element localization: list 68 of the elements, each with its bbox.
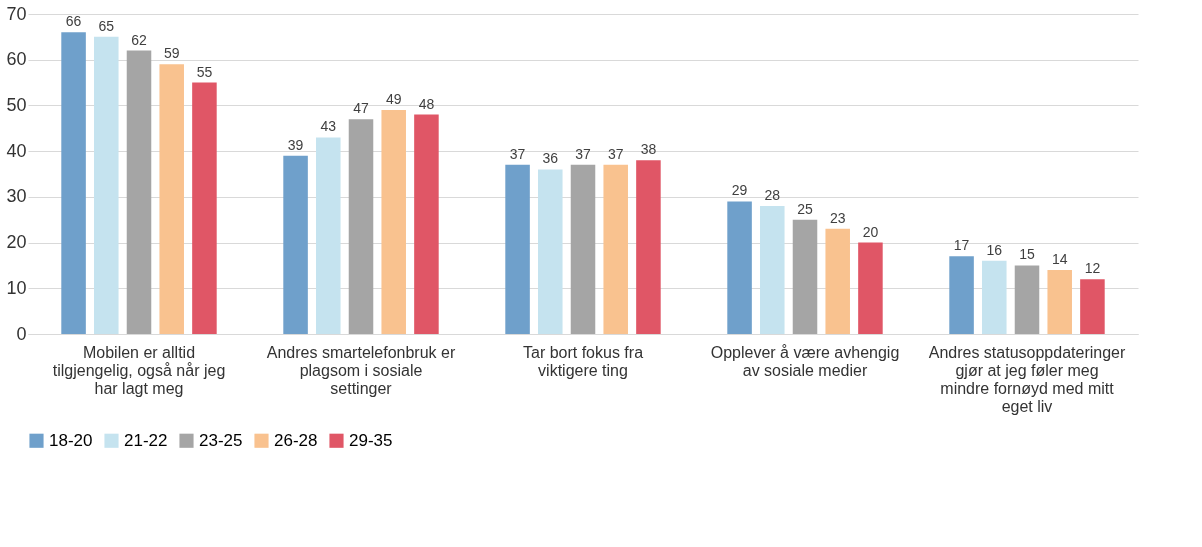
legend-label: 29-35 bbox=[349, 430, 393, 450]
y-tick-label: 70 bbox=[6, 3, 27, 24]
data-label: 47 bbox=[353, 100, 369, 117]
x-tick-label: Andres smartelefonbruk er plagsom i sosiale settinger bbox=[266, 343, 456, 397]
data-label: 62 bbox=[131, 31, 147, 48]
bar bbox=[381, 110, 406, 334]
data-label: 17 bbox=[953, 237, 970, 254]
bar bbox=[982, 260, 1007, 334]
data-label: 15 bbox=[1019, 246, 1035, 263]
y-tick-label: 20 bbox=[6, 232, 27, 253]
bar bbox=[414, 114, 439, 334]
data-label: 39 bbox=[287, 136, 304, 153]
data-label: 59 bbox=[163, 45, 180, 62]
bar bbox=[283, 155, 308, 334]
data-label: 20 bbox=[862, 223, 879, 240]
data-label: 65 bbox=[98, 17, 115, 34]
y-tick-label: 40 bbox=[6, 140, 27, 161]
y-tick-label: 0 bbox=[16, 323, 27, 344]
bar bbox=[538, 169, 563, 334]
x-tick-label: Mobilen er alltid tilgjengelig, også når jeg har lagt meg bbox=[52, 343, 226, 397]
data-label: 12 bbox=[1084, 260, 1101, 277]
x-tick-label: Andres statusoppdateringer gjør at jeg føler meg mindre fornøyd med mitt eget liv bbox=[928, 343, 1126, 415]
x-tick-label: Opplever å være avhengig av sosiale medier bbox=[710, 343, 900, 379]
y-tick-label: 60 bbox=[6, 49, 27, 70]
x-tick-label: Tar bort fokus fra viktigere ting bbox=[522, 343, 644, 379]
bar bbox=[316, 137, 341, 334]
bar bbox=[1014, 265, 1040, 334]
y-tick-label: 10 bbox=[6, 277, 27, 298]
data-label: 48 bbox=[418, 95, 435, 112]
data-label: 43 bbox=[320, 118, 337, 135]
bar bbox=[348, 119, 374, 334]
data-label: 14 bbox=[1051, 251, 1068, 267]
bar bbox=[192, 82, 217, 334]
legend-label: 23-25 bbox=[199, 430, 243, 450]
bar bbox=[603, 164, 628, 334]
data-label: 16 bbox=[986, 241, 1003, 258]
bar bbox=[570, 164, 596, 334]
bar bbox=[825, 228, 850, 334]
data-label: 55 bbox=[196, 63, 213, 80]
data-label: 37 bbox=[575, 145, 591, 162]
bar bbox=[949, 256, 974, 334]
data-label: 36 bbox=[542, 150, 559, 167]
legend-label: 18-20 bbox=[49, 430, 93, 450]
bar bbox=[126, 50, 152, 334]
bar bbox=[159, 64, 184, 334]
data-label: 37 bbox=[509, 145, 526, 162]
bar bbox=[727, 201, 752, 334]
bar bbox=[858, 242, 883, 334]
data-label: 23 bbox=[829, 209, 846, 226]
data-label: 28 bbox=[764, 187, 781, 203]
y-tick-label: 30 bbox=[6, 186, 27, 207]
bar bbox=[94, 36, 119, 334]
data-label: 66 bbox=[65, 13, 82, 30]
bar bbox=[505, 164, 530, 334]
data-label: 37 bbox=[607, 145, 624, 162]
y-tick-label: 50 bbox=[6, 94, 27, 115]
bar bbox=[1080, 279, 1105, 334]
bar bbox=[61, 32, 86, 334]
bar bbox=[792, 219, 818, 334]
data-label: 25 bbox=[797, 200, 813, 217]
legend-label: 26-28 bbox=[274, 430, 318, 450]
legend-label: 21-22 bbox=[124, 430, 168, 450]
data-label: 29 bbox=[731, 182, 748, 199]
data-label: 49 bbox=[385, 91, 402, 107]
data-label: 38 bbox=[640, 141, 657, 158]
bar bbox=[1047, 270, 1072, 334]
bar bbox=[636, 160, 661, 334]
bar bbox=[760, 206, 785, 334]
